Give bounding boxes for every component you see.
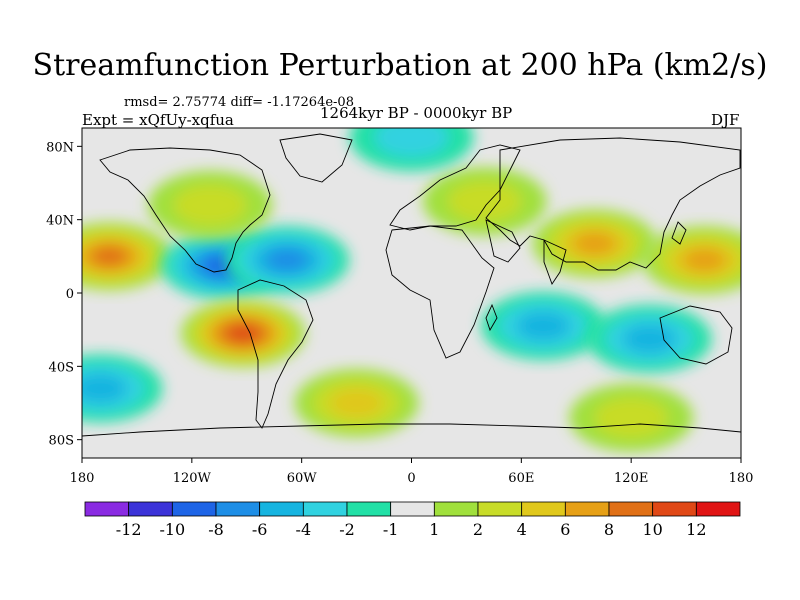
contour-level	[573, 232, 616, 255]
contour-level	[266, 248, 308, 272]
coast-madagascar	[485, 303, 498, 332]
anomaly-center	[349, 128, 474, 172]
coast-india	[543, 239, 567, 285]
colorbar-label: 8	[604, 520, 614, 539]
anomaly-center	[532, 209, 657, 278]
x-tick-label: 120E	[614, 471, 648, 486]
y-tick-label: 80S	[49, 434, 74, 449]
colorbar-swatch	[259, 501, 304, 517]
x-tick-label: 60E	[508, 471, 534, 486]
coast-greenland	[279, 133, 353, 183]
x-tick-label: 0	[407, 471, 415, 486]
contour-level	[228, 325, 258, 342]
colorbar-label: 6	[560, 520, 570, 539]
colorbar-swatch	[84, 501, 130, 517]
y-tick-label: 40S	[49, 360, 74, 375]
anomaly-center	[642, 226, 741, 294]
contour-level	[593, 397, 669, 439]
colorbar-swatch	[652, 501, 697, 517]
anomaly-center	[181, 299, 306, 368]
contour-level	[374, 128, 449, 158]
colorbar-swatch	[521, 501, 566, 517]
y-tick-label: 80N	[46, 140, 74, 155]
colorbar-label: 2	[473, 520, 483, 539]
contour-level	[82, 373, 127, 403]
contour-level	[516, 311, 570, 341]
anomaly-center	[225, 226, 350, 294]
colorbar-swatch	[128, 501, 173, 517]
colorbar-label: -12	[116, 520, 142, 539]
colorbar-swatch	[390, 501, 435, 517]
colorbar: -12 -10 -8 -6 -4 -2 -1 1 2 4 6 8 10 12	[84, 501, 741, 539]
x-tick-label: 180	[729, 471, 754, 486]
coast-asia	[485, 137, 741, 271]
colorbar-swatch	[477, 501, 523, 517]
anomaly-center	[148, 171, 273, 239]
colorbar-swatch	[346, 501, 392, 517]
x-tick-label: 180	[70, 471, 95, 486]
colorbar-swatch	[302, 501, 348, 517]
contour-level	[172, 184, 248, 226]
colorbar-swatch	[171, 501, 217, 517]
coast-arabia	[485, 219, 521, 263]
contour-level	[447, 180, 522, 222]
colorbar-swatch	[433, 501, 479, 517]
contour-level	[92, 247, 127, 266]
anomaly-center	[82, 354, 163, 423]
streamfunction-field	[82, 128, 741, 452]
y-tick-label: 0	[66, 287, 74, 302]
experiment-label: Expt = xQfUy-xqfua	[82, 111, 234, 129]
contour-level	[622, 324, 677, 354]
contour-level	[329, 388, 384, 418]
coast-japan	[671, 221, 687, 245]
x-axis: 180 120W 60W 0 60E 120E 180	[70, 458, 754, 486]
y-tick-label: 40N	[46, 214, 74, 229]
colorbar-label: -10	[159, 520, 185, 539]
coast-australia	[659, 305, 733, 365]
anomaly-center	[82, 222, 172, 291]
colorbar-label: 1	[429, 520, 439, 539]
anomaly-center	[422, 167, 547, 236]
anomaly-center	[481, 292, 606, 360]
season-label: DJF	[711, 111, 740, 129]
colorbar-label: -8	[208, 520, 224, 539]
colorbar-swatch	[564, 501, 610, 517]
rmsd-diff-stats: rmsd= 2.75774 diff= -1.17264e-08	[124, 95, 354, 110]
anomaly-center	[587, 304, 712, 373]
y-axis: 80N 40N 0 40S 80S	[46, 140, 82, 449]
coast-north-america	[99, 147, 271, 273]
colorbar-label: -1	[383, 520, 399, 539]
colorbar-label: -4	[296, 520, 312, 539]
coast-europe	[389, 144, 521, 231]
coast-south-america	[237, 279, 314, 429]
anomaly-center	[569, 383, 694, 452]
colorbar-label: -6	[252, 520, 268, 539]
colorbar-label: -2	[339, 520, 355, 539]
coastlines	[82, 133, 741, 437]
coast-antarctica	[82, 423, 741, 437]
period-label: 1264kyr BP - 0000kyr BP	[320, 104, 513, 122]
contour-level	[683, 248, 726, 272]
colorbar-swatch	[608, 501, 654, 517]
figure-title: Streamfunction Perturbation at 200 hPa (…	[32, 48, 768, 83]
x-tick-label: 60W	[287, 471, 318, 486]
x-tick-label: 120W	[173, 471, 212, 486]
coast-africa	[385, 225, 495, 359]
colorbar-label: 4	[517, 520, 527, 539]
colorbar-swatch	[215, 501, 261, 517]
colorbar-label: 12	[686, 520, 706, 539]
anomaly-center	[294, 369, 419, 437]
colorbar-label: 10	[642, 520, 662, 539]
colorbar-swatch	[695, 501, 741, 517]
